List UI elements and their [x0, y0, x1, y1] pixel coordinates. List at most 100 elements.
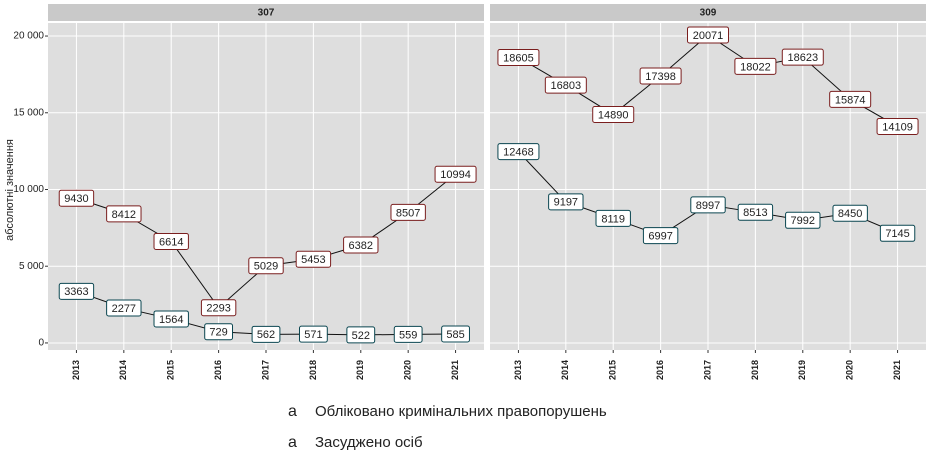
data-label-box — [200, 299, 237, 317]
data-label-box — [829, 90, 872, 108]
data-label-box — [642, 227, 679, 245]
data-label: 14109 — [882, 121, 913, 133]
data-label: 8513 — [743, 207, 767, 219]
x-tick-label: 2014 — [118, 360, 128, 380]
data-label: 17398 — [645, 71, 676, 83]
data-label-box — [393, 325, 423, 343]
data-label: 8412 — [112, 209, 136, 221]
x-tick-label: 2016 — [655, 360, 665, 380]
legend-key: a — [288, 403, 297, 420]
data-label-box — [687, 26, 729, 44]
data-label-box — [639, 67, 682, 85]
data-label-box — [734, 57, 777, 75]
x-tick-label: 2014 — [560, 360, 570, 380]
data-label: 12468 — [503, 147, 534, 159]
data-label: 18623 — [787, 52, 818, 64]
data-label-box — [595, 209, 631, 227]
data-label-box — [690, 196, 726, 214]
y-tick-label: 15 000 — [13, 107, 44, 118]
strip — [48, 4, 484, 21]
x-tick-label: 2018 — [750, 360, 760, 380]
data-label-box — [737, 203, 774, 221]
data-label: 3363 — [64, 286, 88, 298]
y-axis-title: абсолютні значення — [4, 139, 16, 241]
data-label-box — [248, 257, 284, 275]
data-label: 8997 — [696, 200, 720, 212]
data-label: 5029 — [254, 261, 278, 273]
data-label-box — [58, 282, 95, 300]
data-label-box — [295, 250, 332, 268]
panel-title: 309 — [700, 8, 717, 19]
data-label-box — [548, 193, 584, 211]
data-label: 585 — [446, 329, 464, 341]
data-label-box — [153, 310, 189, 328]
x-tick-label: 2016 — [213, 360, 223, 380]
data-label-box — [879, 224, 916, 242]
data-label-box — [544, 76, 587, 94]
data-label-box — [497, 143, 540, 161]
data-label: 729 — [209, 327, 227, 339]
x-tick-label: 2018 — [308, 360, 318, 380]
data-label: 562 — [257, 329, 275, 341]
data-label: 2293 — [206, 303, 230, 315]
legend-label: Засуджено осіб — [315, 434, 423, 451]
data-label-box — [58, 189, 95, 207]
data-label-box — [592, 105, 635, 123]
data-label-box — [298, 325, 328, 343]
x-tick-label: 2020 — [845, 360, 855, 380]
x-tick-label: 2020 — [403, 360, 413, 380]
data-label: 8450 — [838, 208, 862, 220]
x-tick-label: 2017 — [702, 360, 712, 380]
strip — [490, 4, 926, 21]
data-label-box — [390, 203, 426, 221]
legend-key: a — [288, 434, 297, 451]
data-label-box — [343, 236, 379, 254]
data-label: 8507 — [396, 207, 420, 219]
data-label-box — [346, 326, 376, 344]
data-label-box — [106, 299, 142, 317]
data-label: 18022 — [740, 61, 771, 73]
data-label: 6614 — [159, 236, 183, 248]
legend-label: Обліковано кримінальних правопорушень — [315, 403, 607, 420]
data-label-box — [251, 325, 281, 343]
x-tick-label: 2019 — [797, 360, 807, 380]
data-label: 1564 — [159, 314, 183, 326]
data-label-box — [781, 48, 824, 66]
data-label: 2277 — [112, 303, 136, 315]
x-tick-label: 2013 — [513, 360, 523, 380]
data-label: 522 — [352, 330, 370, 342]
data-label: 6997 — [648, 230, 672, 242]
data-label: 14890 — [598, 109, 629, 121]
x-tick-label: 2015 — [608, 360, 618, 380]
data-label: 6382 — [349, 240, 373, 252]
data-label-box — [497, 48, 540, 66]
data-label-box — [106, 205, 142, 223]
data-label: 18605 — [503, 52, 534, 64]
data-label: 571 — [304, 329, 322, 341]
data-label: 15874 — [835, 94, 866, 106]
x-tick-label: 2019 — [355, 360, 365, 380]
data-label: 7145 — [885, 228, 909, 240]
y-tick-label: 0 — [38, 338, 44, 349]
y-tick-label: 10 000 — [13, 184, 44, 195]
x-tick-label: 2013 — [71, 360, 81, 380]
x-tick-label: 2021 — [892, 360, 902, 380]
data-label: 16803 — [551, 80, 582, 92]
data-label: 20071 — [693, 30, 724, 42]
data-label-box — [876, 117, 919, 135]
data-label: 559 — [399, 329, 417, 341]
x-tick-label: 2021 — [450, 360, 460, 380]
data-label: 5453 — [301, 254, 325, 266]
data-label: 9197 — [554, 197, 578, 209]
data-label-box — [153, 232, 189, 250]
data-label: 10994 — [440, 169, 471, 181]
data-label: 7992 — [791, 215, 815, 227]
data-label-box — [441, 325, 470, 343]
data-label: 9430 — [64, 193, 88, 205]
data-label-box — [434, 165, 477, 183]
data-label-box — [785, 211, 821, 229]
x-tick-label: 2015 — [166, 360, 176, 380]
data-label-box — [204, 323, 234, 341]
panel-title: 307 — [258, 8, 275, 19]
